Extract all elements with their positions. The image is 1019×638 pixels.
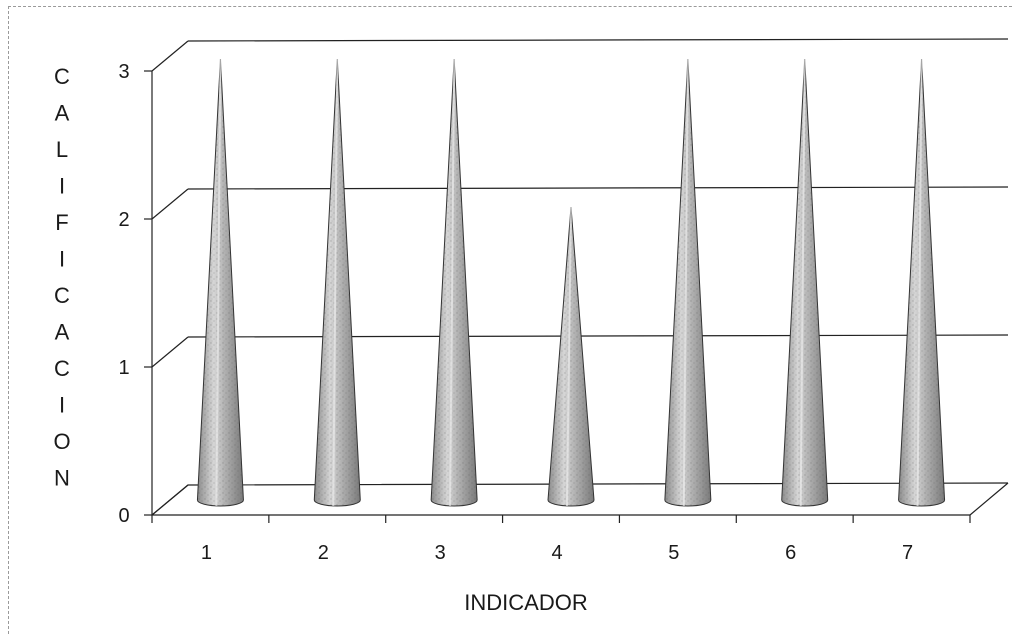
- cone-highlight: [682, 58, 689, 507]
- grid-depth-line-3: [151, 40, 189, 72]
- axes: [144, 70, 1009, 523]
- grid-depth-line-1: [151, 336, 189, 368]
- cone-texture: [548, 207, 594, 506]
- cone-bar: [547, 206, 595, 507]
- x-tick-label: 2: [318, 542, 329, 564]
- x-axis-label: INDICADOR: [464, 590, 587, 615]
- x-tick-label: 6: [785, 542, 796, 564]
- gridline-3: [187, 38, 1009, 42]
- cone-highlight: [449, 58, 456, 507]
- cone-texture: [431, 59, 478, 506]
- x-tick-label: 4: [551, 542, 562, 564]
- cone-bar: [196, 58, 244, 507]
- cone-highlight: [916, 58, 923, 507]
- y-tick-labels: 0 1 2 3: [118, 61, 129, 527]
- cone-highlight: [799, 58, 806, 507]
- gridline-1: [187, 334, 1009, 338]
- cone-bar: [430, 58, 478, 507]
- cone-texture: [197, 59, 244, 506]
- cone-texture: [314, 59, 361, 506]
- y-tick-label: 2: [118, 209, 129, 231]
- floor-back-edge: [151, 482, 1009, 516]
- cone-texture: [664, 59, 711, 506]
- x-tick-label: 5: [668, 542, 679, 564]
- cone-bar: [664, 58, 712, 507]
- cones: [196, 58, 946, 507]
- grid-lines: [151, 38, 1009, 516]
- cone-bar: [781, 58, 829, 507]
- y-tick-label: 3: [118, 61, 129, 83]
- x-tick-label: 7: [902, 542, 913, 564]
- y-tick-label: 1: [118, 357, 129, 379]
- floor-right-edge: [969, 482, 1009, 516]
- cone-texture: [781, 59, 828, 506]
- cone-texture: [898, 59, 945, 506]
- y-tick-label: 0: [118, 505, 129, 527]
- gridline-2: [187, 186, 1009, 190]
- cone-bar: [898, 58, 946, 507]
- cone-highlight: [332, 58, 339, 507]
- cone-bar: [313, 58, 361, 507]
- chart-frame: [8, 6, 1012, 634]
- grid-depth-line-2: [151, 188, 189, 220]
- x-tick-labels: 1 2 3 4 5 6 7: [201, 542, 913, 564]
- x-tick-label: 3: [435, 542, 446, 564]
- cone-highlight: [215, 58, 222, 507]
- cone-highlight: [566, 206, 572, 507]
- x-tick-label: 1: [201, 542, 212, 564]
